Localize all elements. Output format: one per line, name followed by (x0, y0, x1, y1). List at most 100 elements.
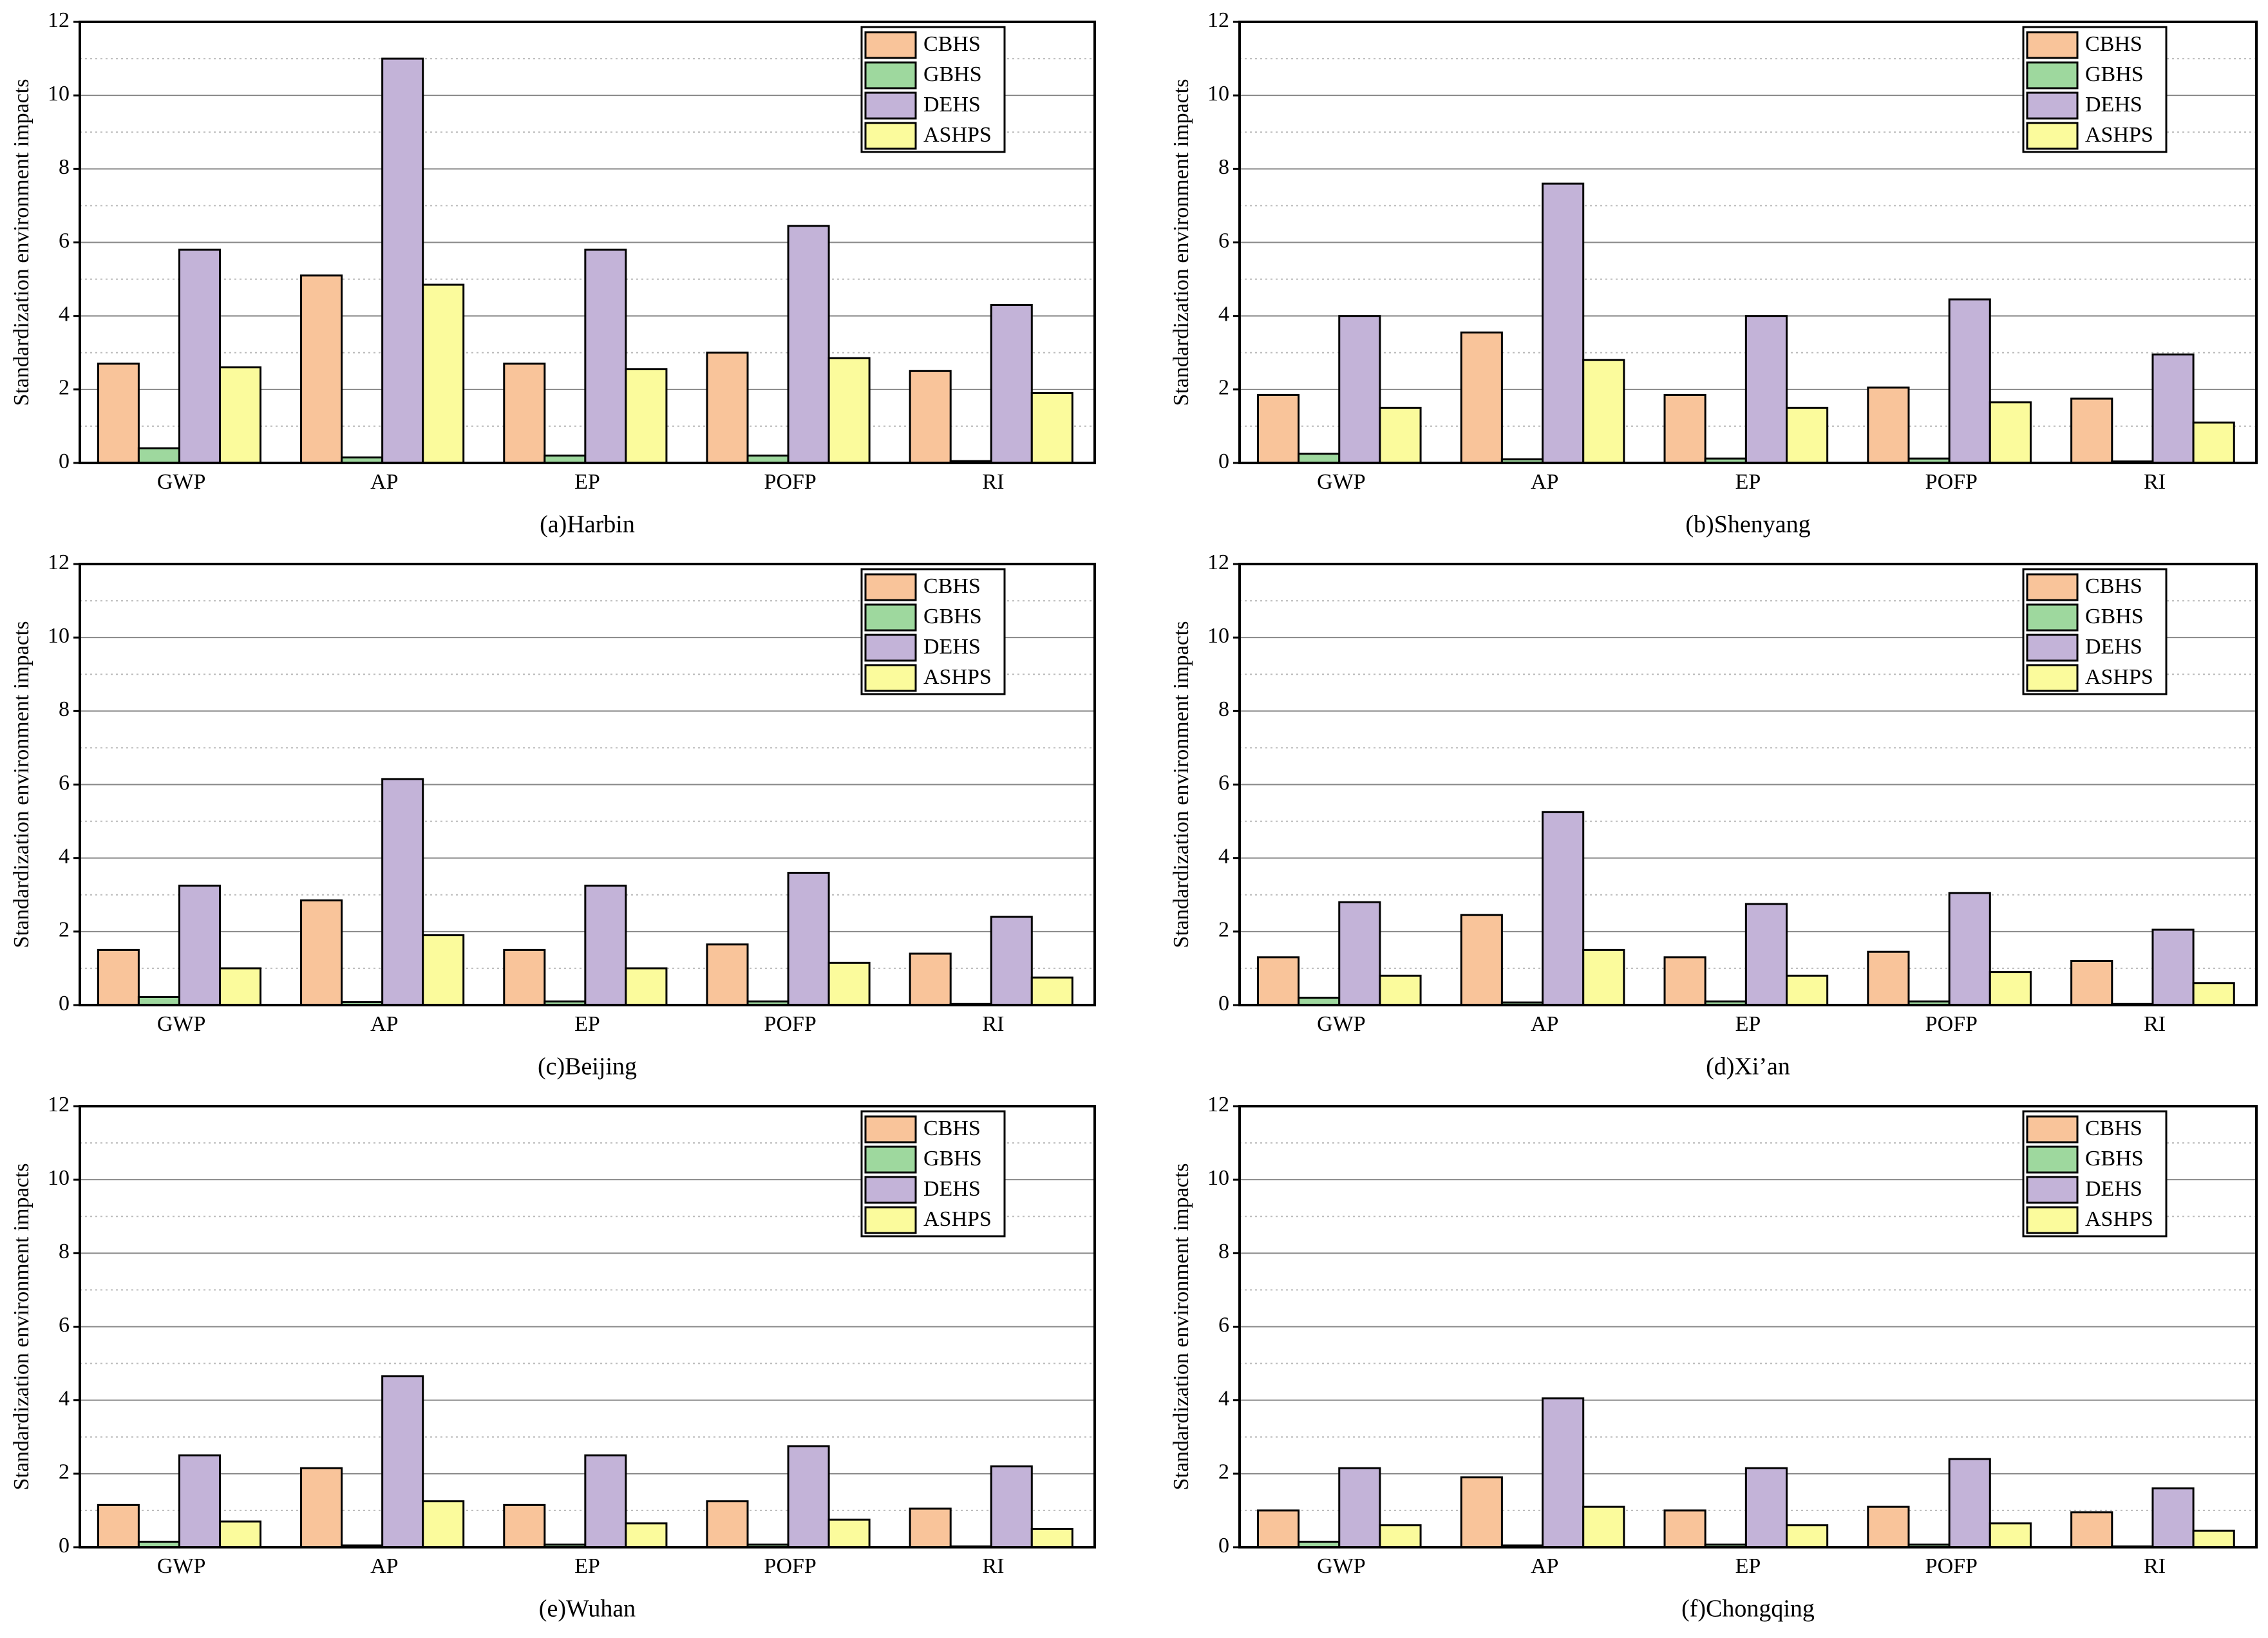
x-tick-label: EP (1735, 1012, 1761, 1036)
y-tick-label: 2 (59, 376, 70, 400)
y-tick-label: 0 (1218, 992, 1229, 1015)
chart-title: (b)Shenyang (1685, 511, 1810, 538)
y-tick-label: 12 (48, 551, 70, 574)
bar (787, 1445, 830, 1549)
y-tick-label: 0 (1218, 1534, 1229, 1558)
chart-panel: 0 2 4 6 8 10 12 GWP AP EP POFP RI Standardization en… (1169, 551, 2258, 1080)
bar (909, 952, 952, 1006)
x-tick-label: EP (574, 1012, 600, 1036)
legend-label: DEHS (2085, 1177, 2142, 1201)
bar (909, 370, 952, 464)
legend-swatch (864, 573, 917, 601)
plot-frame (79, 563, 1096, 1006)
bar (827, 357, 871, 464)
y-tick-label: 6 (59, 1313, 70, 1337)
bar (625, 967, 668, 1006)
x-tick-label: EP (1735, 1554, 1761, 1578)
y-tick-label: 6 (1218, 1313, 1229, 1337)
y-tick-label: 4 (59, 844, 70, 868)
legend-swatch (864, 122, 917, 150)
y-tick-label: 4 (1218, 302, 1229, 326)
bar (1786, 406, 1829, 464)
bar (1867, 1505, 1910, 1549)
bar (422, 283, 465, 464)
bar (1663, 393, 1706, 464)
legend-label: CBHS (923, 32, 981, 56)
y-tick-label: 6 (59, 771, 70, 795)
y-tick-label: 2 (59, 918, 70, 942)
bar (1744, 315, 1788, 464)
y-axis-label: Standardization environment impacts (1169, 621, 1193, 948)
legend-label: DEHS (2085, 93, 2142, 117)
bar (2070, 960, 2113, 1006)
bar (1460, 331, 1503, 464)
y-tick-label: 10 (1207, 82, 1229, 106)
bar (1989, 971, 2032, 1006)
x-tick-label: POFP (1925, 470, 1978, 494)
y-tick-label: 0 (59, 449, 70, 473)
legend-swatch (2026, 91, 2079, 120)
y-tick-label: 4 (59, 302, 70, 326)
bar (1989, 1522, 2032, 1549)
bar (178, 1454, 221, 1549)
y-axis-label: Standardization environment impacts (10, 79, 33, 406)
x-tick-label: AP (1531, 470, 1558, 494)
y-tick-label: 6 (59, 229, 70, 252)
bar (706, 1500, 749, 1549)
x-tick-label: GWP (157, 470, 206, 494)
bar (1786, 1524, 1829, 1549)
bar (1256, 956, 1300, 1006)
bar (990, 304, 1033, 464)
y-tick-label: 6 (1218, 229, 1229, 252)
chart-title: (f)Chongqing (1681, 1596, 1815, 1623)
bar (381, 57, 424, 464)
legend-swatch (864, 61, 917, 89)
legend-swatch (2026, 634, 2079, 662)
y-tick-label: 8 (59, 155, 70, 179)
bar (1460, 914, 1503, 1006)
legend-label: GBHS (2085, 62, 2144, 86)
bar (300, 274, 343, 464)
y-tick-label: 0 (1218, 449, 1229, 473)
legend-swatch (2026, 664, 2079, 692)
y-tick-label: 12 (1207, 551, 1229, 574)
legend-swatch (2026, 61, 2079, 89)
legend-swatch (864, 1206, 917, 1234)
bar (1256, 393, 1300, 464)
bar (1582, 948, 1625, 1006)
y-tick-label: 10 (48, 1166, 70, 1190)
bar (300, 1467, 343, 1549)
legend-label: ASHPS (2085, 665, 2153, 689)
bar (97, 1503, 140, 1549)
legend-label: ASHPS (2085, 1207, 2153, 1231)
chart-panel: 0 2 4 6 8 10 12 GWP AP EP POFP RI Standardization en… (1169, 8, 2258, 538)
plot-frame (79, 1105, 1096, 1549)
legend-swatch (2026, 31, 2079, 59)
y-tick-label: 0 (59, 992, 70, 1015)
x-tick-label: EP (574, 470, 600, 494)
legend-swatch (864, 603, 917, 632)
legend-label: GBHS (923, 1147, 982, 1171)
y-tick-label: 12 (1207, 1093, 1229, 1116)
bar (422, 1500, 465, 1549)
bar (584, 1454, 627, 1549)
legend-swatch (2026, 603, 2079, 632)
bar (1379, 406, 1422, 464)
y-tick-label: 10 (1207, 1166, 1229, 1190)
bar (1542, 811, 1585, 1006)
x-tick-label: AP (370, 1554, 398, 1578)
y-tick-label: 4 (1218, 844, 1229, 868)
legend-label: GBHS (923, 605, 982, 628)
legend-label: ASHPS (2085, 123, 2153, 147)
bar (2151, 1487, 2195, 1549)
legend-swatch (2026, 1115, 2079, 1144)
chart-title: (e)Wuhan (539, 1596, 636, 1623)
x-tick-label: AP (370, 1012, 398, 1036)
x-tick-label: RI (982, 470, 1004, 494)
y-tick-label: 8 (1218, 697, 1229, 721)
y-tick-label: 4 (1218, 1386, 1229, 1410)
bar (97, 362, 140, 464)
y-tick-label: 8 (59, 697, 70, 721)
bar (827, 1518, 871, 1549)
